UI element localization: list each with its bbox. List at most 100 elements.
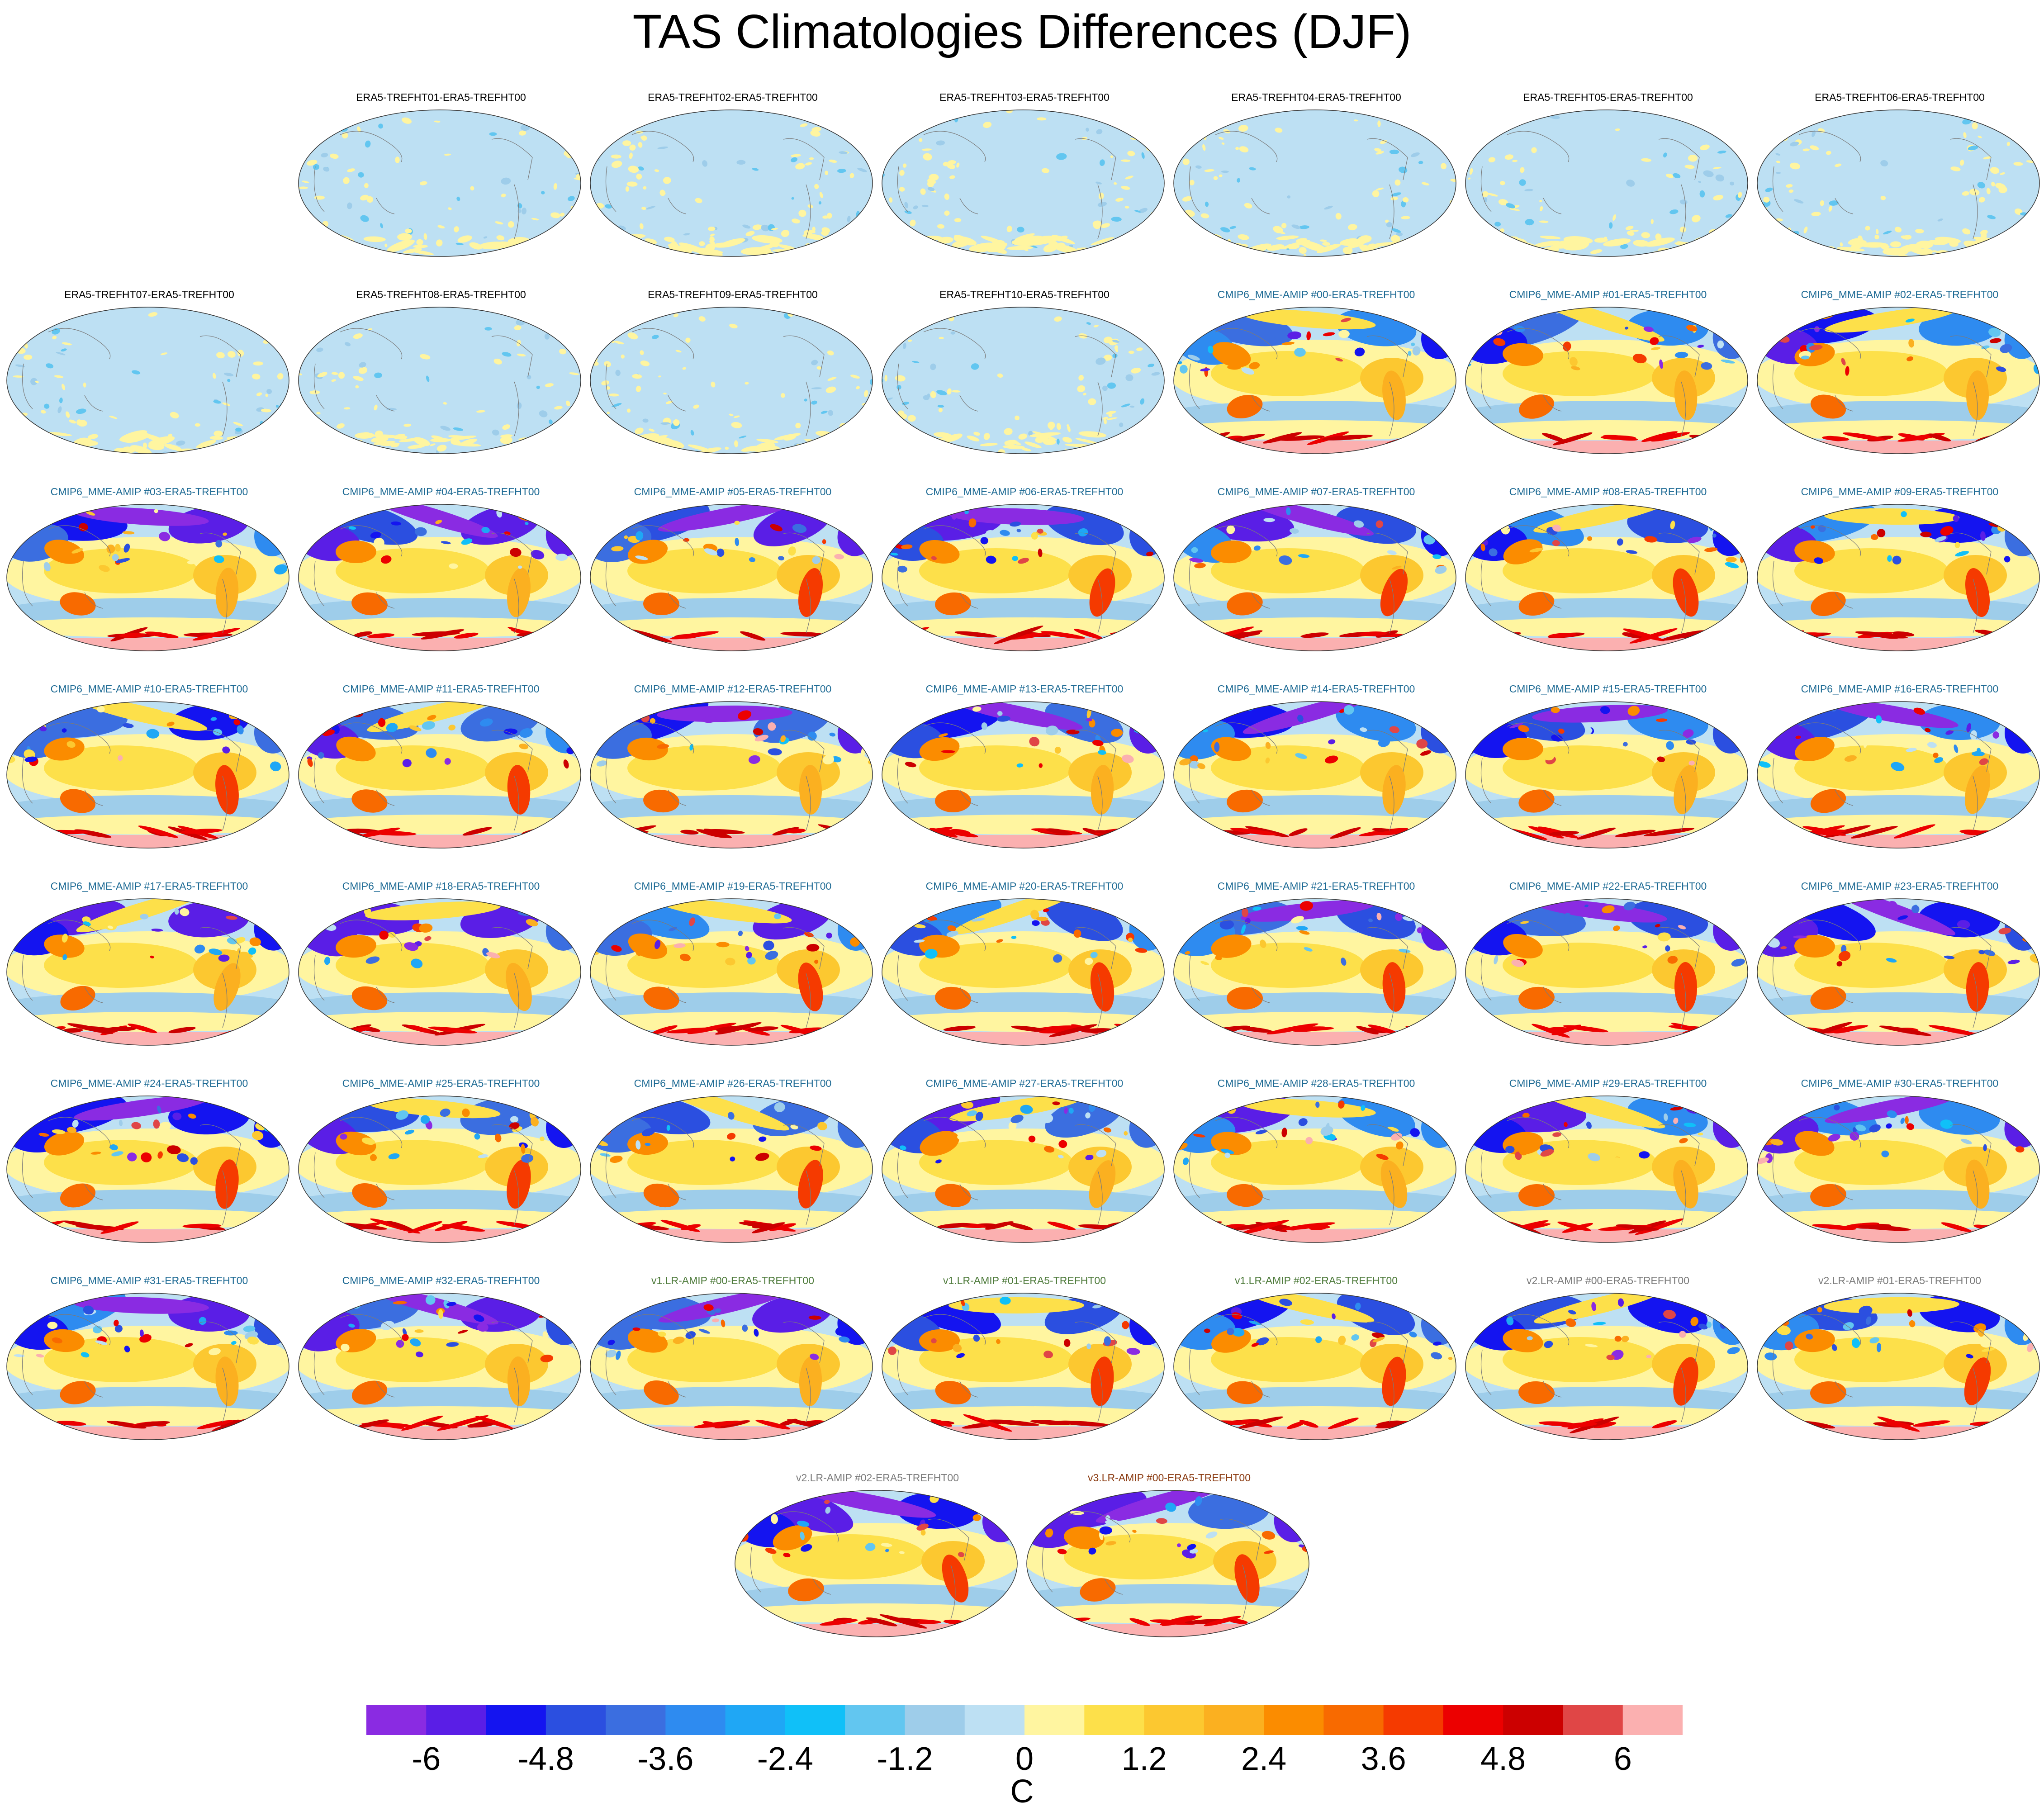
antarctic-edge (666, 1027, 720, 1034)
antarctic-edge (1629, 628, 1678, 644)
regional-bias-cell (1927, 742, 1937, 748)
southern-warm-band (1757, 1406, 2039, 1426)
antarctic-edge (128, 1024, 157, 1034)
regional-bias-cell (414, 1329, 424, 1333)
antarctic-edge (29, 830, 51, 835)
antarctic-edge (1056, 1420, 1110, 1427)
antarctic-warm-bias (882, 638, 1164, 651)
australia-bias (1227, 987, 1263, 1010)
map-border (882, 307, 1165, 454)
map-border (6, 1095, 289, 1243)
regional-bias-cell (90, 1152, 101, 1155)
regional-bias-cell (2011, 1300, 2016, 1307)
regional-bias-cell (590, 930, 596, 936)
antarctic-edge (752, 1222, 785, 1233)
map-svg (6, 1095, 289, 1243)
map-border (1757, 307, 2040, 454)
antarctic-edge (937, 1223, 971, 1228)
southern-noise (976, 243, 1000, 253)
coastlines (313, 525, 533, 634)
map-field (7, 1096, 289, 1242)
regional-bias-cell (1187, 355, 1200, 361)
regional-bias-cell (1726, 557, 1737, 563)
antarctic-edge (63, 1220, 113, 1232)
southern-warm-band (7, 1209, 289, 1229)
regional-bias-cell (765, 1548, 777, 1554)
regional-bias-cell (1182, 1157, 1189, 1165)
noise-cell (309, 390, 320, 394)
southern-noise (332, 247, 346, 256)
asia-warm-bias (44, 1131, 85, 1156)
regional-bias-cell (213, 555, 224, 563)
regional-bias-cell (1098, 750, 1106, 755)
regional-bias-cell (563, 759, 569, 769)
noise-cell (807, 309, 818, 315)
regional-bias-cell (1586, 1121, 1592, 1129)
regional-bias-cell (1036, 916, 1048, 921)
noise-cell (663, 392, 667, 395)
noise-cell (304, 418, 314, 422)
noise-cell (109, 416, 118, 419)
noise-cell (345, 342, 351, 346)
noise-cell (317, 372, 327, 378)
regional-bias-cell (768, 748, 782, 756)
regional-bias-cell (1511, 959, 1524, 967)
noise-cell (76, 408, 86, 414)
antarctic-edge (192, 628, 240, 641)
regional-bias-cell (1306, 331, 1311, 341)
noise-cell (1229, 226, 1236, 229)
regional-bias-cell (1542, 751, 1555, 761)
noise-cell (1056, 153, 1067, 160)
noise-cell (1757, 220, 1762, 228)
regional-bias-cell (1073, 929, 1081, 938)
noise-cell (1395, 114, 1399, 117)
regional-bias-cell (370, 1154, 377, 1162)
regional-bias-cell (628, 1101, 636, 1108)
southern-noise (234, 440, 251, 446)
australia-bias (352, 1183, 387, 1208)
noise-cell (940, 110, 944, 114)
noise-cell (483, 236, 488, 239)
antarctic-edge (1047, 1221, 1076, 1231)
panel-title: ERA5-TREFHT05-ERA5-TREFHT00 (1523, 91, 1693, 103)
australia-bias (351, 986, 388, 1010)
regional-bias-cell (738, 710, 752, 720)
southern-noise (1011, 238, 1039, 246)
noise-cell (360, 194, 369, 201)
regional-bias-cell (14, 1354, 25, 1357)
noise-cell (707, 227, 716, 231)
antarctic-warm-bias (1757, 638, 2039, 651)
map-field (1757, 1293, 2039, 1440)
antarctic-edge (335, 1223, 388, 1230)
noise-cell (1679, 226, 1687, 232)
noise-cell (1114, 318, 1119, 320)
noise-cell (2026, 160, 2035, 163)
regional-bias-cell (1085, 1154, 1094, 1161)
noise-cell (638, 142, 643, 148)
asia-warm-bias (1211, 342, 1251, 367)
regional-bias-cell (1544, 1341, 1553, 1348)
antarctic-edge (428, 1026, 477, 1034)
noise-cell (502, 352, 512, 357)
regional-bias-cell (817, 1122, 827, 1131)
regional-bias-cell (611, 945, 622, 952)
map-border (1173, 504, 1456, 651)
regional-bias-cell (1315, 1101, 1320, 1108)
noise-cell (1512, 160, 1518, 162)
noise-cell (15, 364, 25, 368)
noise-cell (1698, 112, 1708, 115)
regional-bias-cell (753, 728, 764, 735)
coastlines (1772, 1314, 1992, 1422)
regional-bias-cell (867, 531, 873, 536)
noise-cell (194, 423, 201, 427)
regional-bias-cell (504, 531, 511, 536)
noise-cell (1077, 385, 1086, 393)
noise-cell (1146, 430, 1156, 436)
panel-title: CMIP6_MME-AMIP #02-ERA5-TREFHT00 (1801, 289, 1999, 300)
map-field (590, 899, 873, 1045)
noise-cell (57, 406, 62, 413)
regional-bias-cell (1717, 340, 1724, 349)
map-panel: ERA5-TREFHT03-ERA5-TREFHT00 (881, 90, 1168, 285)
antarctic-edge (1778, 1028, 1808, 1033)
southern-noise (1880, 247, 1910, 256)
